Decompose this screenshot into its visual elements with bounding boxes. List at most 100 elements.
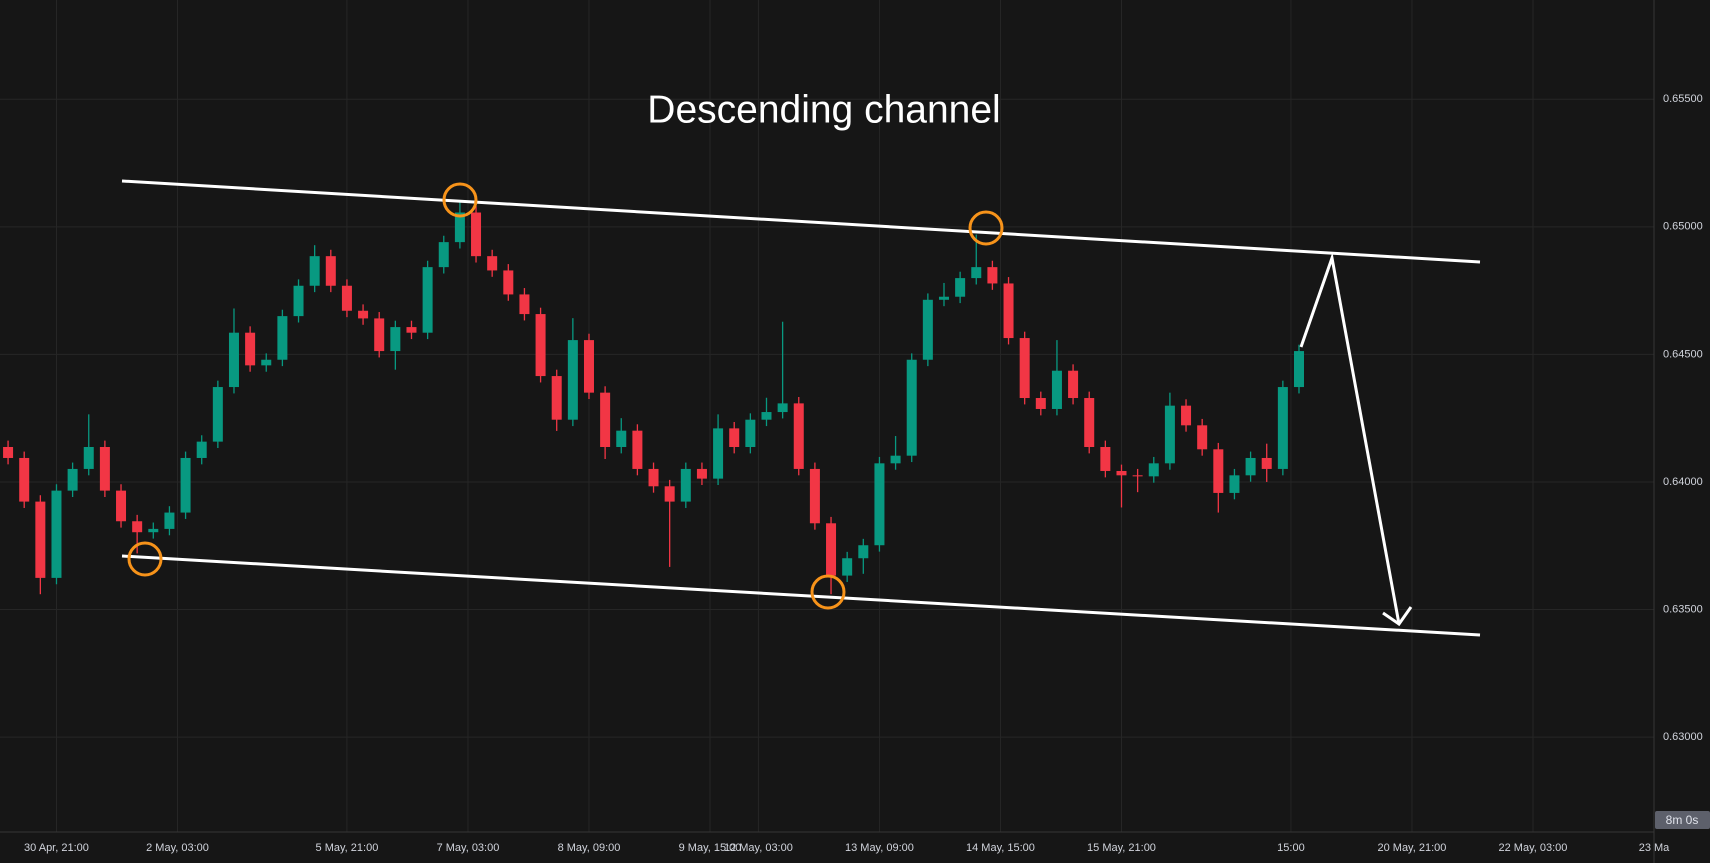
candle-body xyxy=(1277,387,1288,469)
touch-circle xyxy=(127,541,163,577)
candle-body xyxy=(1068,370,1079,399)
candle-body xyxy=(1181,405,1192,426)
candle-body xyxy=(1229,475,1240,493)
lower-channel-line xyxy=(121,554,1481,637)
candle-body xyxy=(471,212,482,257)
touch-circle xyxy=(442,182,478,218)
candle-body xyxy=(196,441,207,458)
x-tick-label: 5 May, 21:00 xyxy=(316,842,379,854)
candle-body xyxy=(277,316,288,360)
x-tick-label: 14 May, 15:00 xyxy=(966,842,1035,854)
countdown-badge xyxy=(1655,811,1710,829)
candle-body xyxy=(83,446,94,469)
candle-body xyxy=(890,455,901,464)
candle-body xyxy=(3,446,14,458)
candle-body xyxy=(438,242,449,268)
candle-body xyxy=(793,403,804,469)
candle-body xyxy=(1197,425,1208,450)
candle-body xyxy=(374,318,385,352)
candle-body xyxy=(809,468,820,524)
chart-title: Descending channel xyxy=(647,88,1000,131)
y-tick-label: 0.64000 xyxy=(1663,476,1703,488)
countdown: 8m 0s xyxy=(1666,813,1699,827)
candle-body xyxy=(1116,470,1127,476)
candle-body xyxy=(583,340,594,393)
x-tick-label: 8 May, 09:00 xyxy=(558,842,621,854)
candle-body xyxy=(1019,338,1030,399)
candle-body xyxy=(535,314,546,377)
candle-body xyxy=(51,490,62,578)
candle-body xyxy=(245,332,256,366)
x-tick-label: 15 May, 21:00 xyxy=(1087,842,1156,854)
candle-body xyxy=(180,457,191,513)
candle-body xyxy=(648,468,659,487)
candle-body xyxy=(1213,449,1224,493)
candle-body xyxy=(874,463,885,546)
candle-body xyxy=(922,299,933,360)
candle-body xyxy=(503,270,514,295)
candle-body xyxy=(938,296,949,300)
candle-body xyxy=(696,468,707,479)
candle-body xyxy=(842,558,853,576)
candle-body xyxy=(745,419,756,447)
x-tick-label: 9 May, 15:00 xyxy=(679,842,742,854)
candle-body xyxy=(1051,370,1062,409)
drawings xyxy=(121,179,1481,637)
candle-body xyxy=(906,359,917,456)
candle-body xyxy=(406,327,417,333)
candle-body xyxy=(664,486,675,502)
candle-body xyxy=(341,285,352,311)
y-tick-label: 0.63000 xyxy=(1663,731,1703,743)
candle-body xyxy=(99,446,110,491)
candle-body xyxy=(35,501,46,578)
candle-body xyxy=(600,392,611,447)
x-tick-label: 13 May, 09:00 xyxy=(845,842,914,854)
candle-body xyxy=(971,267,982,279)
candle-body xyxy=(713,428,724,479)
candle-body xyxy=(228,332,239,388)
candle-body xyxy=(293,285,304,317)
candle-body xyxy=(116,490,127,522)
upper-channel-line xyxy=(121,179,1481,264)
candle-body xyxy=(1293,351,1304,388)
candle-body xyxy=(1100,446,1111,471)
candle-body xyxy=(987,267,998,284)
candle-body xyxy=(358,310,369,319)
candle-body xyxy=(309,256,320,286)
axes: 0.63000 0.63500 0.64000 0.64500 0.65000 0.655… xyxy=(24,93,1703,854)
candle-body xyxy=(1035,398,1046,409)
candle-body xyxy=(148,528,159,533)
candle-body xyxy=(1148,463,1159,477)
candles xyxy=(3,201,1304,595)
touch-circle xyxy=(810,574,846,610)
projection-arrow xyxy=(1299,252,1401,625)
candle-body xyxy=(164,512,175,529)
candle-body xyxy=(680,468,691,502)
candle-body xyxy=(1164,405,1175,464)
y-tick-label: 0.64500 xyxy=(1663,348,1703,360)
candle-body xyxy=(567,340,578,420)
candle-body xyxy=(858,545,869,559)
candle-body xyxy=(454,212,465,243)
candle-body xyxy=(632,430,643,469)
candle-body xyxy=(1084,398,1095,447)
candle-body xyxy=(616,430,627,447)
x-tick-label: 2 May, 03:00 xyxy=(146,842,209,854)
candle-body xyxy=(1261,457,1272,469)
x-tick-label: 23 Ma xyxy=(1639,842,1670,854)
candle-body xyxy=(67,468,78,491)
candle-body xyxy=(212,387,223,442)
y-tick-label: 0.63500 xyxy=(1663,603,1703,615)
candle-body xyxy=(761,412,772,420)
x-tick-label: 20 May, 21:00 xyxy=(1377,842,1446,854)
candle-body xyxy=(325,256,336,286)
candle-body xyxy=(551,376,562,420)
candle-body xyxy=(955,278,966,297)
y-tick-label: 0.65000 xyxy=(1663,221,1703,233)
candle-body xyxy=(487,256,498,271)
x-tick-label: 15:00 xyxy=(1277,842,1305,854)
x-tick-label: 22 May, 03:00 xyxy=(1499,842,1568,854)
touch-circle xyxy=(968,210,1004,246)
